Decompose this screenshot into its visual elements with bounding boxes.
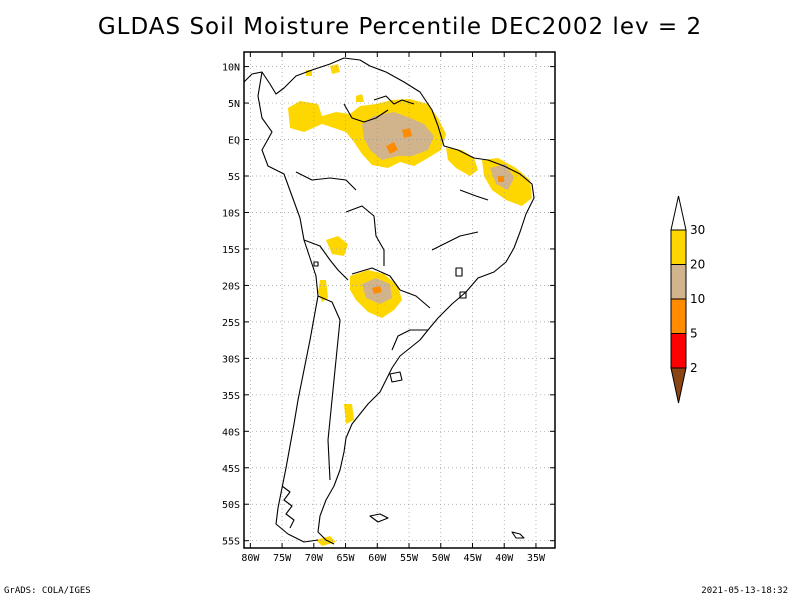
lat-tick-label: 25S	[222, 318, 240, 329]
colorbar-segment	[670, 264, 687, 300]
lat-tick-label: 20S	[222, 281, 240, 292]
lon-tick-label: 65W	[337, 553, 356, 564]
lat-tick-label: 5N	[228, 99, 240, 110]
colorbar-segment	[670, 333, 687, 369]
lon-tick-label: 80W	[241, 553, 260, 564]
footer-timestamp: 2021-05-13-18:32	[701, 586, 788, 596]
lon-tick-label: 40W	[495, 553, 514, 564]
colorbar-segment	[670, 298, 687, 334]
lon-tick-label: 55W	[400, 553, 419, 564]
longitude-labels: 80W 75W 70W 65W 60W 55W 50W 45W 40W 35W	[241, 553, 546, 564]
colorbar-top-arrow	[670, 195, 687, 231]
colorbar-bottom-arrow	[670, 367, 687, 404]
lon-tick-label: 70W	[305, 553, 324, 564]
lon-tick-label: 60W	[368, 553, 387, 564]
map-title: GLDAS Soil Moisture Percentile DEC2002 l…	[97, 14, 703, 40]
drought-areas	[288, 64, 532, 546]
lat-tick-label: 50S	[222, 500, 240, 511]
lat-tick-label: 10S	[222, 208, 240, 219]
lon-tick-label: 45W	[463, 553, 482, 564]
map-frame	[243, 51, 556, 549]
lon-tick-label: 75W	[273, 553, 292, 564]
lat-tick-label: 55S	[222, 537, 240, 548]
lat-tick-label: 15S	[222, 245, 240, 256]
colorbar-label: 10	[690, 292, 705, 306]
colorbar-label: 5	[690, 327, 698, 341]
gridlines	[244, 52, 555, 548]
lat-tick-label: EQ	[228, 136, 240, 147]
latitude-labels: 10N 5N EQ 5S 10S 15S 20S 25S 30S 35S 40S 45S 50S 55S	[222, 63, 240, 548]
lon-tick-label: 50W	[432, 553, 451, 564]
coastlines-and-borders	[243, 57, 535, 545]
colorbar-label: 2	[690, 361, 698, 375]
lat-tick-label: 40S	[222, 427, 240, 438]
lat-tick-label: 35S	[222, 391, 240, 402]
colorbar-label: 30	[690, 223, 705, 237]
lat-tick-label: 5S	[228, 172, 240, 183]
footer-credit: GrADS: COLA/IGES	[4, 586, 91, 596]
lat-tick-label: 30S	[222, 354, 240, 365]
lon-tick-label: 35W	[527, 553, 546, 564]
colorbar-segment	[670, 229, 687, 265]
lat-tick-label: 45S	[222, 464, 240, 475]
lat-tick-label: 10N	[222, 63, 240, 74]
colorbar: 30 20 10 5 2	[670, 195, 705, 404]
colorbar-label: 20	[690, 258, 705, 272]
